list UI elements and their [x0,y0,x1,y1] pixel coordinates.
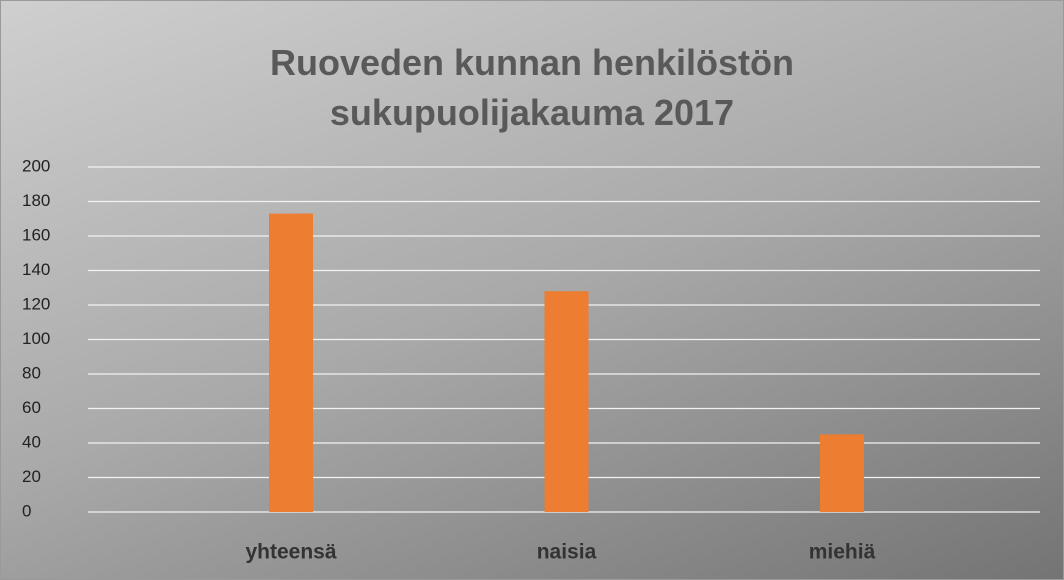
y-tick-label: 180 [22,191,50,210]
y-tick-label: 40 [22,432,41,451]
y-tick-label: 200 [22,156,50,175]
y-tick-label: 100 [22,329,50,348]
y-tick-label: 0 [22,501,31,520]
bar [269,213,313,512]
y-tick-label: 160 [22,225,50,244]
x-tick-label: naisia [537,541,597,564]
x-tick-label: yhteensä [245,541,336,564]
y-tick-label: 80 [22,363,41,382]
bar [820,434,864,512]
y-tick-label: 140 [22,260,50,279]
chart-title: Ruoveden kunnan henkilöstön sukupuolijak… [269,42,795,133]
bar [544,291,589,512]
y-tick-label: 20 [22,467,41,486]
y-tick-label: 120 [22,294,50,313]
y-tick-label: 60 [22,398,41,417]
x-tick-label: miehiä [809,541,876,564]
